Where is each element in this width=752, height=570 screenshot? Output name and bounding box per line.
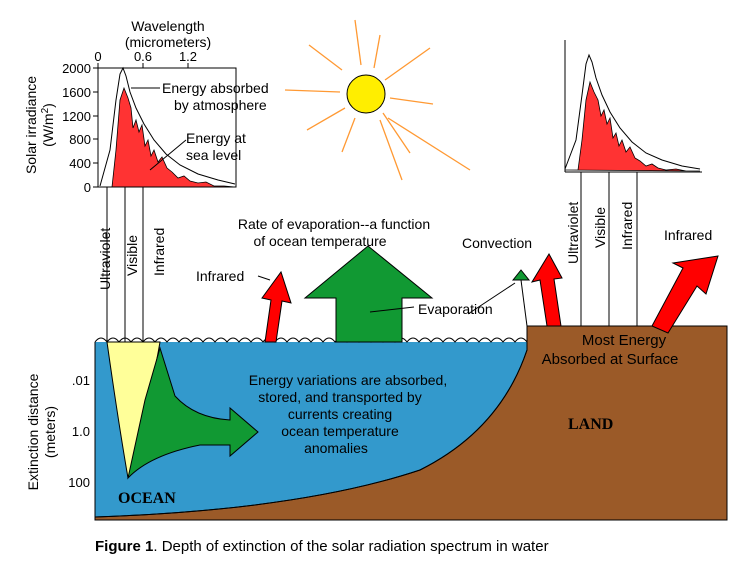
extinction-tick-100: 100 (68, 475, 90, 490)
evaporation-leader (467, 282, 516, 315)
x-axis-title-line1: Wavelength (131, 18, 204, 34)
convection-label: Convection (462, 235, 532, 251)
most-energy-label-line1: Most Energy (582, 332, 667, 349)
convection-stem (520, 279, 528, 327)
infrared-arrow-left (261, 270, 292, 343)
x-tick-0: 0 (94, 49, 101, 64)
sun-ray-long (387, 117, 471, 171)
y-tick-800: 800 (69, 132, 91, 147)
spectrum-sea-level-fill-right (564, 80, 701, 172)
band-label-infrared-right: Infrared (619, 202, 635, 250)
spectrum-chart-left: 2000 1600 1200 800 400 0 0 0.6 1.2 Wavel… (23, 18, 269, 195)
y-tick-400: 400 (69, 156, 91, 171)
energy-variations-line1: Energy variations are absorbed, (249, 372, 447, 388)
figure-caption: Figure 1. Depth of extinction of the sol… (95, 538, 549, 555)
energy-variations-line5: anomalies (304, 440, 368, 456)
y-axis-title-line2: (W/m2) (40, 103, 56, 147)
sun-rays (284, 19, 434, 181)
ocean-surface-waves (94, 337, 528, 343)
spectrum-axes-frame (97, 67, 237, 188)
land-label: LAND (568, 416, 613, 433)
infrared-arrow-right (651, 255, 719, 334)
infrared-label-left: Infrared (196, 268, 244, 284)
energy-variations-line3: currents creating (288, 406, 392, 422)
heat-transport-arrow (127, 346, 259, 480)
infrared-arrow-middle (530, 252, 563, 327)
x-axis-title-line2: (micrometers) (125, 34, 211, 50)
band-label-ultraviolet-right: Ultraviolet (565, 202, 581, 264)
x-tick-1-2: 1.2 (179, 49, 197, 64)
extinction-tick-1-0: 1.0 (72, 424, 90, 439)
y-tick-1200: 1200 (62, 109, 91, 124)
spectrum-sea-level-fill (100, 86, 236, 188)
y-axis-title-line1: Solar irradiance (23, 76, 39, 174)
extinction-axis-title-line2: (meters) (42, 406, 58, 458)
infrared-label-right: Infrared (664, 227, 712, 243)
x-tick-0-6: 0.6 (134, 49, 152, 64)
evaporation-arrow (303, 245, 434, 343)
spectrum-chart-right (564, 40, 702, 173)
annotation-atmosphere-line2: by atmosphere (174, 97, 267, 113)
band-lines-right (580, 172, 638, 326)
evaporation-rate-label-line1: Rate of evaporation--a function (238, 216, 430, 232)
annotation-atmosphere-line1: Energy absorbed (162, 80, 269, 96)
y-tick-0: 0 (84, 180, 91, 195)
sun (346, 74, 386, 114)
shoreline (94, 326, 528, 518)
evaporation-rate-label-line2: of ocean temperature (253, 233, 386, 249)
annotation-sea-level-line1: Energy at (186, 130, 246, 146)
band-label-visible-right: Visible (592, 207, 608, 248)
y-tick-1600: 1600 (62, 85, 91, 100)
band-label-ultraviolet-left: Ultraviolet (97, 228, 113, 290)
band-label-infrared-left: Infrared (151, 228, 167, 276)
convection-arrow-small (511, 269, 531, 281)
band-label-visible-left: Visible (124, 235, 140, 276)
leader-sea-level (149, 139, 187, 171)
spectrum-top-atmosphere-curve (99, 66, 236, 187)
evaporation-label-leader (369, 306, 415, 313)
extinction-tick-0-01: .01 (72, 373, 90, 388)
infrared-leader-left (257, 275, 271, 281)
annotation-sea-level-line2: sea level (186, 147, 241, 163)
evaporation-label: Evaporation (418, 301, 493, 317)
y-tick-2000: 2000 (62, 61, 91, 76)
extinction-axis-title-line1: Extinction distance (25, 373, 41, 490)
band-lines-left (106, 187, 144, 342)
energy-variations-line2: stored, and transported by (258, 389, 421, 405)
most-energy-label-line2: Absorbed at Surface (542, 351, 679, 368)
ocean-label: OCEAN (118, 490, 176, 507)
spectrum-top-atmosphere-curve-right (564, 53, 701, 170)
energy-variations-line4: ocean temperature (281, 423, 399, 439)
